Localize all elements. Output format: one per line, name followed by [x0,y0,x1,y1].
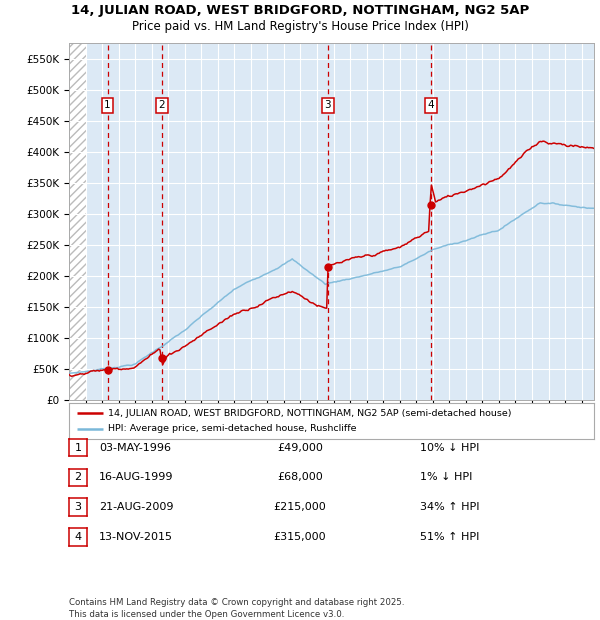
Text: 3: 3 [325,100,331,110]
Text: £68,000: £68,000 [277,472,323,482]
Text: 14, JULIAN ROAD, WEST BRIDGFORD, NOTTINGHAM, NG2 5AP: 14, JULIAN ROAD, WEST BRIDGFORD, NOTTING… [71,4,529,17]
Text: 21-AUG-2009: 21-AUG-2009 [99,502,173,512]
Text: 1: 1 [104,100,111,110]
Text: 4: 4 [74,532,82,542]
Text: 1: 1 [74,443,82,453]
Text: 1% ↓ HPI: 1% ↓ HPI [420,472,472,482]
Text: 10% ↓ HPI: 10% ↓ HPI [420,443,479,453]
Text: 4: 4 [427,100,434,110]
Text: 03-MAY-1996: 03-MAY-1996 [99,443,171,453]
Text: 2: 2 [74,472,82,482]
Text: Contains HM Land Registry data © Crown copyright and database right 2025.
This d: Contains HM Land Registry data © Crown c… [69,598,404,619]
Text: £215,000: £215,000 [274,502,326,512]
Text: Price paid vs. HM Land Registry's House Price Index (HPI): Price paid vs. HM Land Registry's House … [131,20,469,33]
Text: 14, JULIAN ROAD, WEST BRIDGFORD, NOTTINGHAM, NG2 5AP (semi-detached house): 14, JULIAN ROAD, WEST BRIDGFORD, NOTTING… [109,409,512,417]
Text: 34% ↑ HPI: 34% ↑ HPI [420,502,479,512]
Text: £315,000: £315,000 [274,532,326,542]
Text: £49,000: £49,000 [277,443,323,453]
Text: 16-AUG-1999: 16-AUG-1999 [99,472,173,482]
Text: 2: 2 [158,100,165,110]
Text: 51% ↑ HPI: 51% ↑ HPI [420,532,479,542]
Text: 13-NOV-2015: 13-NOV-2015 [99,532,173,542]
Text: 3: 3 [74,502,82,512]
Text: HPI: Average price, semi-detached house, Rushcliffe: HPI: Average price, semi-detached house,… [109,425,357,433]
